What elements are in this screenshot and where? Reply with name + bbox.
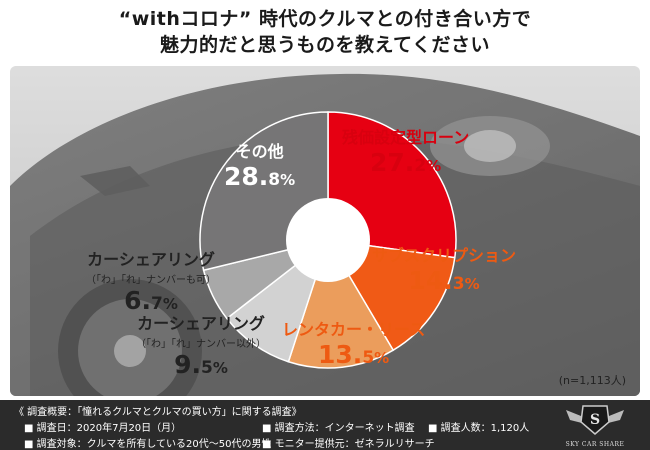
slice-percent: 14.3% xyxy=(408,266,480,295)
chart-title: “withコロナ” 時代のクルマとの付き合い方で 魅力的だと思うものを教えてくだ… xyxy=(0,6,650,58)
survey-provider: ■ モニター提供元：ゼネラルリサーチ xyxy=(262,439,435,450)
slice-percent: 9.5% xyxy=(174,350,228,379)
survey-overview: 《 調査概要：「憧れるクルマとクルマの買い方」に関する調査》 xyxy=(14,407,302,418)
slice-percent: 6.7% xyxy=(124,286,178,315)
survey-target: ■ 調査対象：クルマを所有している20代～50代の男性 xyxy=(24,439,272,450)
pie-slice-2 xyxy=(287,238,395,369)
label-carshare-incl: カーシェアリング （「わ」「れ」ナンバーも可） 6.7% xyxy=(86,246,216,319)
slice-name: その他 xyxy=(235,142,284,161)
label-subscription: サブスクリプション 14.3% xyxy=(372,242,516,299)
slice-percent: 27.2% xyxy=(370,148,442,177)
title-line-2: 魅力的だと思うものを教えてください xyxy=(160,34,490,56)
pie-center-hole xyxy=(286,198,370,282)
label-rental-lease: レンタカー・リース 13.5% xyxy=(282,316,425,373)
sky-car-share-logo: S SKY CAR SHARE xyxy=(560,402,630,448)
label-carshare-excl: カーシェアリング （「わ」「れ」ナンバー以外） 9.5% xyxy=(136,310,266,383)
slice-name: サブスクリプション xyxy=(372,246,517,265)
logo-text: SKY CAR SHARE xyxy=(565,441,625,448)
survey-people: ■ 調査人数：1,120人 xyxy=(428,423,530,434)
label-residual-loan: 残価設定型ローン 27.2% xyxy=(342,124,469,181)
sample-size-note: (n=1,113人) xyxy=(558,374,626,387)
survey-date: ■ 調査日：2020年7月20日（月） xyxy=(24,423,182,434)
svg-text:S: S xyxy=(590,412,600,428)
slice-subname: （「わ」「れ」ナンバーも可） xyxy=(86,275,216,286)
title-line-1: “withコロナ” 時代のクルマとの付き合い方で xyxy=(118,8,532,30)
slice-name: 残価設定型ローン xyxy=(342,128,470,147)
slice-name: カーシェアリング xyxy=(137,314,265,333)
slice-subname: （「わ」「れ」ナンバー以外） xyxy=(136,339,266,350)
slice-name: レンタカー・リース xyxy=(282,320,426,339)
slice-percent: 13.5% xyxy=(318,340,390,369)
label-other: その他 28.8% xyxy=(224,138,295,195)
chart-panel: 残価設定型ローン 27.2% サブスクリプション 14.3% レンタカー・リース… xyxy=(10,66,640,396)
slice-name: カーシェアリング xyxy=(87,250,215,269)
survey-footer: 《 調査概要：「憧れるクルマとクルマの買い方」に関する調査》 ■ 調査日：202… xyxy=(0,400,650,450)
logo-emblem-icon: S xyxy=(566,405,624,435)
pie-chart xyxy=(199,111,457,369)
slice-percent: 28.8% xyxy=(224,162,296,191)
survey-method: ■ 調査方法：インターネット調査 xyxy=(262,423,415,434)
